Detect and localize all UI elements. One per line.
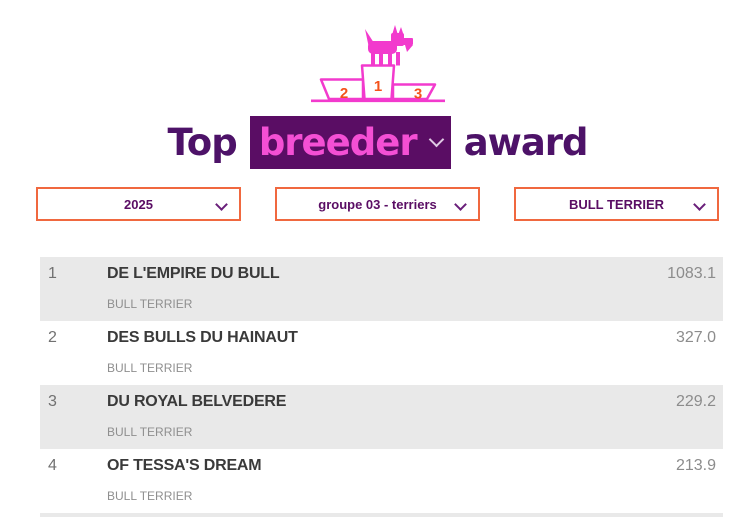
breed-label: BULL TERRIER bbox=[107, 361, 193, 375]
podium-number-2: 2 bbox=[339, 85, 347, 102]
group-filter-select[interactable]: groupe 03 - terriers bbox=[275, 187, 480, 221]
ranking-list: 1 DE L'EMPIRE DU BULL BULL TERRIER 1083.… bbox=[40, 257, 723, 513]
group-filter-value: groupe 03 - terriers bbox=[318, 196, 437, 212]
table-row[interactable]: 4 OF TESSA'S DREAM BULL TERRIER 213.9 bbox=[40, 449, 723, 513]
table-row[interactable]: 3 DU ROYAL BELVEDERE BULL TERRIER 229.2 bbox=[40, 385, 723, 449]
filters-row: 2025 groupe 03 - terriers BULL TERRIER bbox=[0, 187, 755, 221]
breeder-name: DES BULLS DU HAINAUT bbox=[107, 329, 298, 346]
year-filter-value: 2025 bbox=[124, 196, 153, 212]
title-suffix: award bbox=[463, 121, 589, 164]
breeder-name: OF TESSA'S DREAM bbox=[107, 457, 262, 474]
podium-step-1 bbox=[360, 64, 395, 101]
chevron-down-icon bbox=[428, 131, 444, 148]
title-prefix: Top bbox=[167, 121, 237, 164]
table-row[interactable]: 2 DES BULLS DU HAINAUT BULL TERRIER 327.… bbox=[40, 321, 723, 385]
score-value: 1083.1 bbox=[667, 265, 716, 282]
breed-label: BULL TERRIER bbox=[107, 425, 193, 439]
page-title: Top breeder award bbox=[0, 116, 755, 169]
score-value: 229.2 bbox=[675, 393, 716, 410]
dog-icon bbox=[364, 25, 413, 66]
row-rank: 2 bbox=[48, 329, 57, 346]
year-filter-select[interactable]: 2025 bbox=[36, 187, 241, 221]
podium-number-1: 1 bbox=[373, 78, 381, 95]
row-rank: 4 bbox=[48, 457, 57, 474]
breed-label: BULL TERRIER bbox=[107, 297, 193, 311]
table-row[interactable]: 1 DE L'EMPIRE DU BULL BULL TERRIER 1083.… bbox=[40, 257, 723, 321]
breeder-name: DU ROYAL BELVEDERE bbox=[107, 393, 287, 410]
breeder-name: DE L'EMPIRE DU BULL bbox=[107, 265, 280, 282]
score-value: 327.0 bbox=[675, 329, 716, 346]
chevron-down-icon bbox=[454, 198, 467, 211]
podium-step-2 bbox=[319, 78, 364, 101]
row-rank: 1 bbox=[48, 265, 57, 282]
podium-wrap: 1 2 3 bbox=[0, 0, 755, 108]
table-row-partial bbox=[40, 513, 723, 517]
breed-filter-select[interactable]: BULL TERRIER bbox=[514, 187, 719, 221]
breed-label: BULL TERRIER bbox=[107, 489, 193, 503]
award-type-value: breeder bbox=[258, 121, 418, 164]
breed-filter-value: BULL TERRIER bbox=[568, 196, 665, 212]
chevron-down-icon bbox=[215, 198, 228, 211]
score-value: 213.9 bbox=[675, 457, 716, 474]
podium-number-3: 3 bbox=[413, 86, 421, 103]
chevron-down-icon bbox=[693, 198, 706, 211]
row-rank: 3 bbox=[48, 393, 57, 410]
award-type-select[interactable]: breeder bbox=[249, 116, 451, 169]
podium-icon: 1 2 3 bbox=[310, 25, 445, 103]
